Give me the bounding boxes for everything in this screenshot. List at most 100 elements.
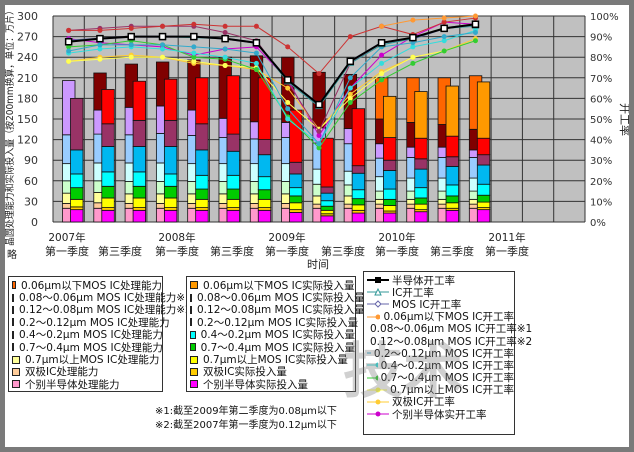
legend-item: 0.08～0.06μm MOS IC开工率※1	[364, 323, 532, 335]
actual-bar-segment	[351, 212, 366, 223]
rate-point	[441, 15, 447, 21]
legend-item: 0.12～0.08μm MOS IC实际投入量※2	[187, 304, 380, 316]
x-axis-title: 时间	[307, 258, 329, 271]
actual-bar-segment	[70, 173, 84, 189]
y-tick-label: 60	[24, 175, 38, 188]
legend-item: 0.7μm以上MOS IC实际投入量	[187, 353, 355, 367]
legend-line-swatch	[367, 300, 389, 309]
legend-swatch	[190, 355, 198, 364]
actual-bar-segment	[70, 209, 84, 223]
legend-label: MOS IC开工率	[392, 298, 462, 311]
legend-label: IC开工率	[392, 286, 434, 299]
actual-bar-segment	[414, 203, 428, 211]
actual-bar-segment	[445, 202, 459, 209]
rate-point	[160, 23, 166, 29]
actual-bar-segment	[226, 188, 240, 200]
y2-tick-label: 100%	[590, 12, 619, 23]
legend-label: 0.4～0.2μm MOS IC处理能力	[19, 329, 163, 342]
actual-bar-segment	[132, 197, 146, 208]
actual-bar-segment	[101, 207, 115, 211]
rate-line	[68, 23, 476, 107]
legend-item: 0.4～0.2μm MOS IC实际投入量	[187, 329, 355, 341]
x-tick-year: 2009年	[268, 231, 305, 244]
rate-point	[379, 52, 385, 58]
actual-bar-segment	[132, 80, 146, 121]
rate-point	[410, 54, 416, 60]
legend-swatch	[190, 367, 198, 376]
x-tick-quarter: 第三季度	[321, 244, 365, 258]
actual-bar-segment	[351, 189, 366, 200]
rate-point	[409, 33, 417, 42]
rate-line	[381, 15, 476, 27]
legend-label: 0.7μm以上MOS IC实际投入量	[203, 354, 348, 367]
rate-point	[440, 24, 448, 33]
actual-bar-segment	[414, 197, 428, 205]
actual-bar-segment	[414, 187, 428, 199]
actual-bar-segment	[101, 146, 115, 173]
y2-tick-label: 70%	[590, 74, 612, 85]
rate-point	[316, 141, 322, 147]
legend-actual: 0.06μm以下MOS IC实际投入量 0.08～0.06μm MOS IC实际投…	[186, 276, 380, 392]
actual-bar-segment	[132, 185, 146, 199]
actual-bar-segment	[445, 209, 459, 223]
rate-point	[97, 46, 103, 52]
rate-point	[222, 54, 228, 60]
actual-bar-segment	[414, 211, 428, 223]
actual-bar-segment	[257, 77, 272, 141]
actual-bar-segment	[101, 197, 115, 208]
rate-point	[379, 71, 385, 77]
actual-bar-segment	[445, 184, 459, 197]
legend-item: 0.7～0.4μm MOS IC实际投入量	[187, 341, 355, 354]
actual-bar-segment	[445, 165, 459, 186]
y2-tick-label: 50%	[590, 115, 612, 126]
actual-bar-segment	[383, 95, 397, 138]
legend-item: 0.7～0.4μm MOS IC开工率	[364, 372, 514, 384]
actual-bar-segment	[226, 209, 240, 223]
y2-tick-label: 40%	[590, 136, 612, 147]
rate-point	[316, 128, 322, 134]
legend-label: 0.12～0.08μm MOS IC实际投入量※2	[197, 304, 381, 317]
actual-bar-segment	[289, 202, 303, 211]
rate-point	[472, 38, 478, 44]
rate-point	[379, 23, 385, 29]
actual-bar-segment	[132, 207, 146, 211]
legend-label: 0.2～0.12μm MOS IC实际投入量	[197, 316, 359, 329]
actual-bar-segment	[257, 154, 272, 178]
x-tick-year: 2007年	[48, 231, 85, 244]
rate-point	[441, 19, 447, 25]
legend-label: 双极IC处理能力	[25, 366, 99, 379]
legend-swatch	[190, 380, 198, 389]
y-tick-label: 270	[17, 31, 38, 44]
rate-point	[66, 27, 72, 33]
y-tick-label: 300	[17, 10, 38, 23]
legend-swatch	[12, 305, 14, 314]
rate-point	[221, 34, 229, 43]
legend-label: 0.7μm以上MOS IC开工率	[390, 384, 514, 397]
legend-item: MOS IC开工率	[364, 298, 514, 311]
rate-point	[346, 57, 355, 66]
legend-item: 0.06μm以下MOS IC处理能力	[9, 279, 162, 292]
legend-swatch	[12, 367, 20, 376]
legend-swatch	[190, 305, 192, 314]
actual-bar-segment	[101, 185, 115, 199]
legend-label: 0.2～0.12μm MOS IC开工率	[373, 347, 514, 360]
rate-point	[191, 21, 197, 27]
rate-point	[128, 25, 134, 31]
legend-item: 0.7～0.4μm MOS IC处理能力	[9, 341, 163, 354]
actual-bar-segment	[226, 150, 240, 176]
rate-point	[127, 32, 135, 41]
actual-bar-segment	[226, 174, 240, 190]
rate-point	[441, 34, 447, 40]
actual-bar-segment	[414, 91, 428, 139]
actual-bar-segment	[383, 212, 397, 223]
actual-bar-segment	[289, 195, 303, 204]
y2-tick-label: 0%	[590, 218, 606, 229]
legend-label: 0.7μm以上MOS IC处理能力	[25, 354, 160, 367]
actual-bar-segment	[101, 89, 115, 125]
actual-bar-segment	[257, 189, 272, 200]
actual-bar-segment	[289, 187, 303, 197]
rate-line	[68, 31, 476, 145]
x-tick-quarter: 第一季度	[265, 244, 309, 258]
rate-point	[316, 71, 322, 77]
legend-label: 0.7～0.4μm MOS IC处理能力	[19, 341, 163, 354]
